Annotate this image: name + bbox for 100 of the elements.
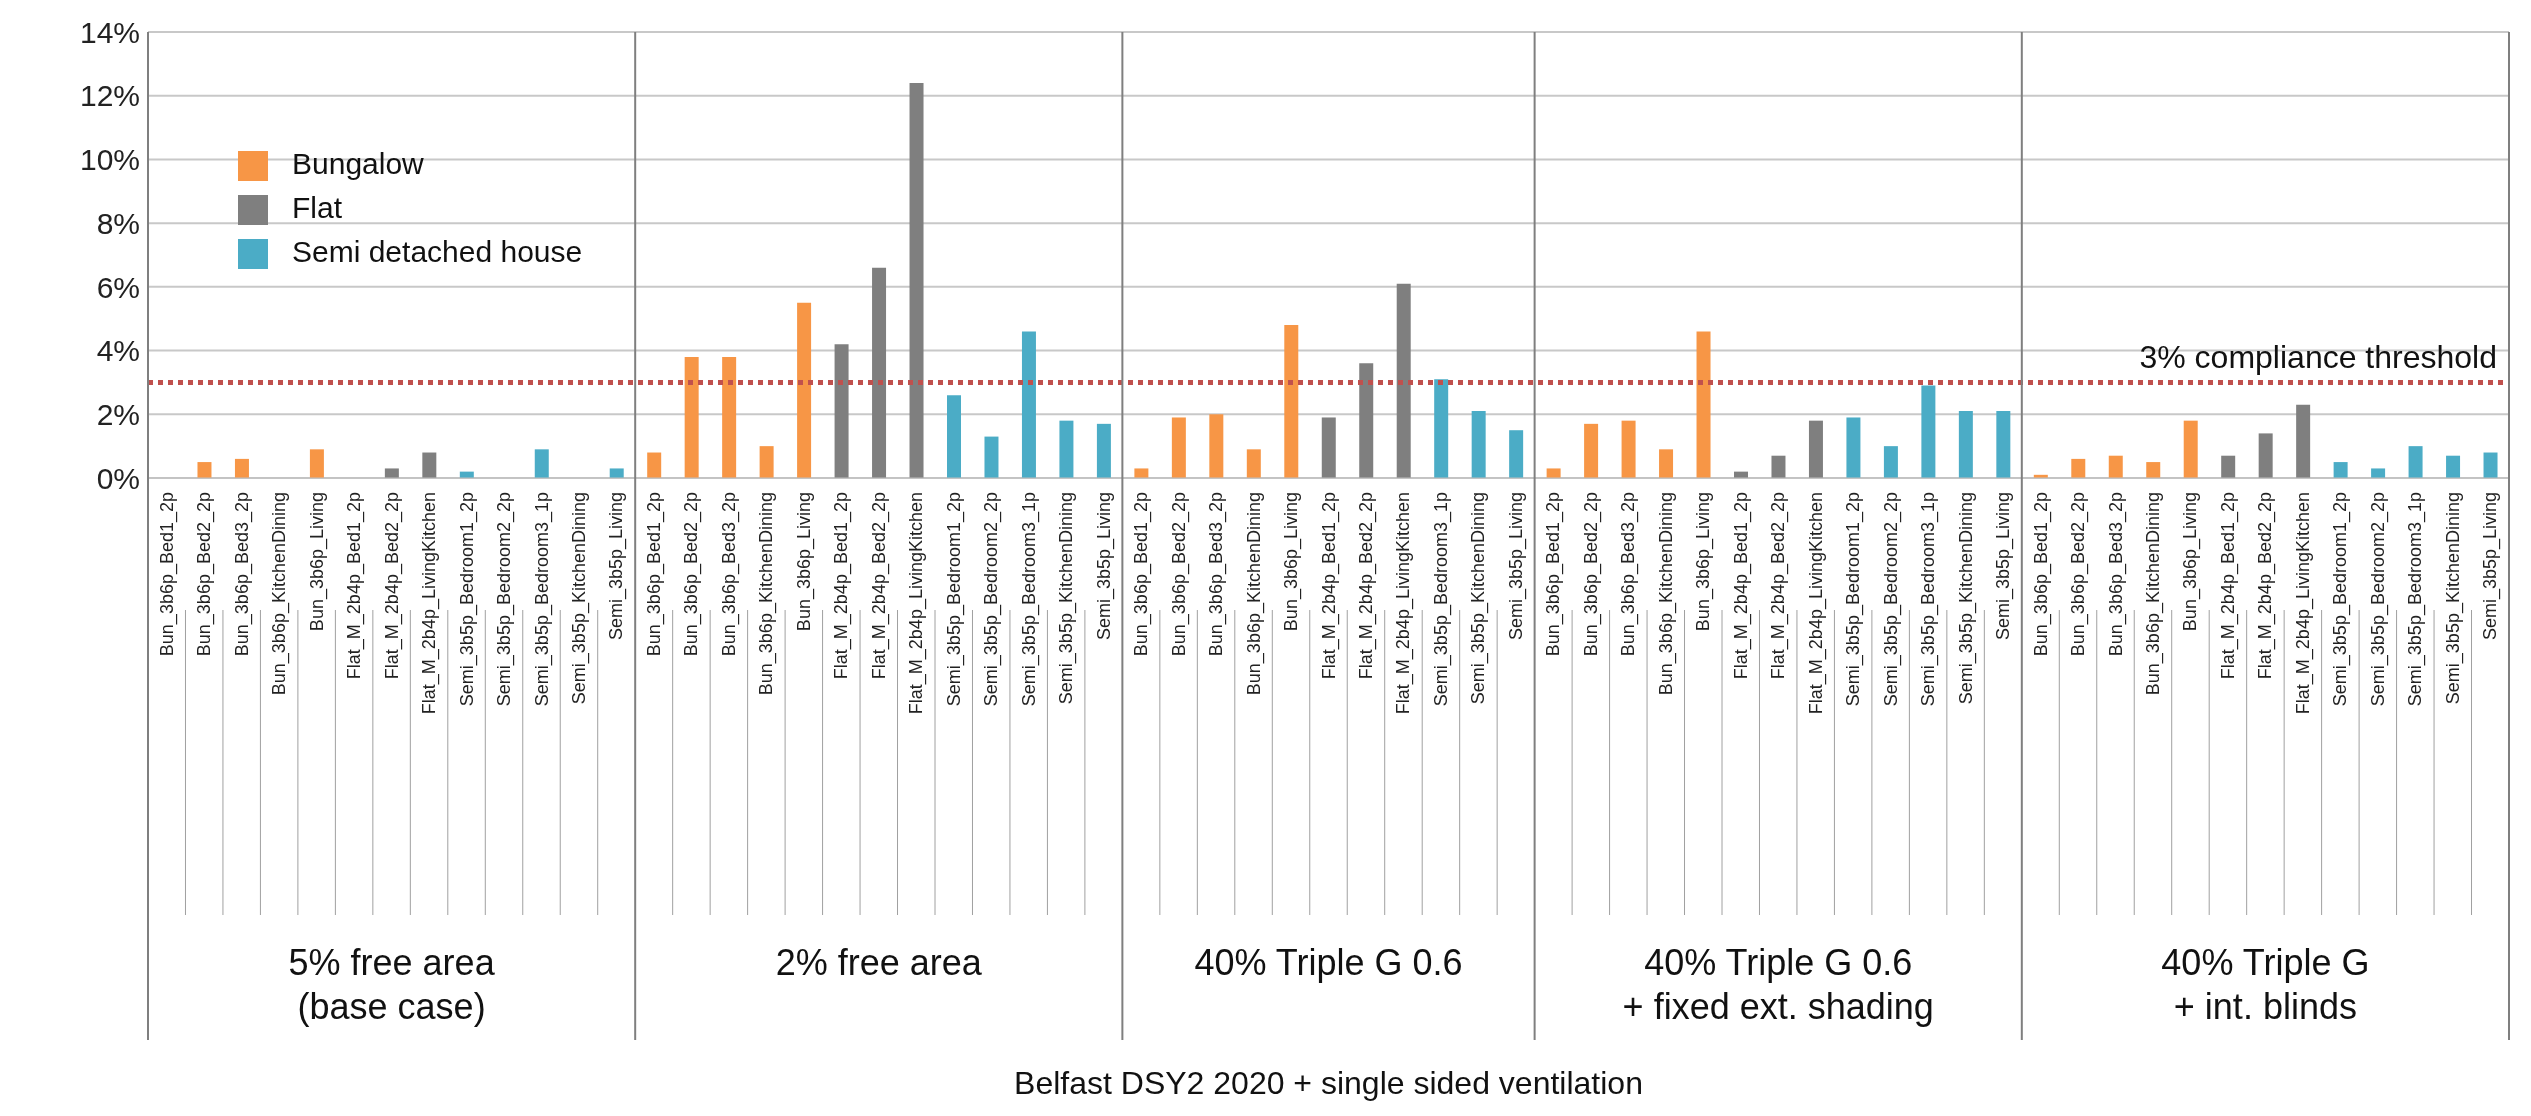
x-tick-label: Semi_3b5p_KitchenDining — [1056, 492, 1078, 705]
bar — [1471, 411, 1486, 478]
bar — [2483, 452, 2498, 478]
x-tick-label: Semi_3b5p_Bedroom3_1p — [2405, 492, 2427, 707]
bar — [309, 449, 324, 478]
bar — [984, 436, 999, 478]
x-tick-label: Semi_3b5p_Living — [2480, 492, 2502, 641]
text: Belfast DSY2 2020 + single sided ventilation — [1014, 1065, 1643, 1101]
y-tick-label: 2% — [96, 397, 140, 431]
bar — [1059, 420, 1074, 478]
x-tick-label: Flat_M_2b4p_Bed2_2p — [1355, 492, 1377, 680]
x-tick-label: Bun_3b6p_Living — [1281, 492, 1303, 632]
x-tick-label: Semi_3b5p_Bedroom3_1p — [1918, 492, 1940, 707]
x-tick-label: Bun_3b6p_Bed1_2p — [2030, 492, 2052, 657]
bar — [909, 82, 924, 478]
x-tick-label: Flat_M_2b4p_Bed2_2p — [1768, 492, 1790, 680]
bar — [197, 462, 212, 478]
bar — [1846, 417, 1861, 478]
x-tick-label: Semi_3b5p_Living — [1093, 492, 1115, 641]
x-tick-label: Bun_3b6p_Bed3_2p — [231, 492, 253, 657]
x-tick-label: Flat_M_2b4p_LivingKitchen — [906, 492, 928, 715]
bar — [1171, 417, 1186, 478]
x-tick-label: Bun_3b6p_Bed1_2p — [156, 492, 178, 657]
bar — [2258, 433, 2273, 478]
bar — [684, 356, 699, 478]
bar — [422, 452, 437, 478]
x-tick-label: Flat_M_2b4p_Bed1_2p — [2217, 492, 2239, 680]
bar — [534, 449, 549, 478]
x-tick-label: Semi_3b5p_Bedroom3_1p — [1018, 492, 1040, 707]
bar — [1021, 331, 1036, 478]
bar — [647, 452, 662, 478]
bar — [1434, 379, 1449, 478]
x-tick-label: Flat_M_2b4p_LivingKitchen — [419, 492, 441, 715]
bar — [1359, 363, 1374, 478]
bar — [2221, 455, 2236, 478]
x-tick-label: Semi_3b5p_Bedroom2_2p — [981, 492, 1003, 707]
bar — [1659, 449, 1674, 478]
x-tick-label: Bun_3b6p_Living — [1693, 492, 1715, 632]
y-tick-label: 8% — [96, 206, 140, 240]
x-tick-label: Flat_M_2b4p_Bed1_2p — [344, 492, 366, 680]
y-tick-label: 6% — [96, 270, 140, 304]
x-tick-label: Semi_3b5p_Bedroom2_2p — [2367, 492, 2389, 707]
x-tick-label: Flat_M_2b4p_LivingKitchen — [2292, 492, 2314, 715]
bar — [1921, 385, 1936, 478]
bar — [1808, 420, 1823, 478]
x-tick-label: Semi_3b5p_Living — [1505, 492, 1527, 641]
y-tick-label: 12% — [79, 79, 140, 113]
legend-label: Semi detached house — [292, 235, 583, 268]
bar — [722, 356, 737, 478]
bar — [609, 468, 624, 478]
bar — [2296, 404, 2311, 478]
x-tick-label: Bun_3b6p_Living — [793, 492, 815, 632]
bar — [234, 458, 249, 478]
bar — [1509, 430, 1524, 478]
bar — [2146, 462, 2161, 478]
bar — [1996, 411, 2011, 478]
x-tick-label: Bun_3b6p_KitchenDining — [1655, 492, 1677, 696]
bar — [1771, 455, 1786, 478]
x-tick-label: Flat_M_2b4p_Bed1_2p — [831, 492, 853, 680]
bar — [1096, 423, 1111, 478]
x-tick-label: Flat_M_2b4p_Bed1_2p — [1730, 492, 1752, 680]
x-tick-label: Bun_3b6p_KitchenDining — [1243, 492, 1265, 696]
bar — [2333, 462, 2348, 478]
bar — [2446, 455, 2461, 478]
x-tick-label: Flat_M_2b4p_Bed2_2p — [2255, 492, 2277, 680]
x-tick-label: Semi_3b5p_Bedroom1_2p — [456, 492, 478, 707]
x-tick-label: Bun_3b6p_Bed2_2p — [2068, 492, 2090, 657]
y-tick-label: 4% — [96, 334, 140, 368]
x-tick-label: Bun_3b6p_Bed2_2p — [1168, 492, 1190, 657]
bar — [759, 446, 774, 478]
legend-label: Bungalow — [292, 147, 424, 180]
text: 5% free area (base case) — [288, 942, 496, 1027]
x-tick-label: Flat_M_2b4p_LivingKitchen — [1393, 492, 1415, 715]
bar — [1958, 411, 1973, 478]
x-tick-label: Semi_3b5p_Bedroom3_1p — [1430, 492, 1452, 707]
x-tick-label: Semi_3b5p_Bedroom1_2p — [943, 492, 965, 707]
x-tick-label: Semi_3b5p_Bedroom1_2p — [2330, 492, 2352, 707]
bar — [1246, 449, 1261, 478]
bar — [1621, 420, 1636, 478]
text: 40% Triple G 0.6 — [1194, 942, 1463, 983]
text: 2% free area — [775, 942, 983, 983]
x-tick-label: Bun_3b6p_KitchenDining — [269, 492, 291, 696]
text: 40% Triple G 0.6 + fixed ext. shading — [1622, 942, 1934, 1027]
x-tick-label: Bun_3b6p_Bed1_2p — [1131, 492, 1153, 657]
x-tick-label: Semi_3b5p_Bedroom2_2p — [494, 492, 516, 707]
x-tick-label: Bun_3b6p_Bed1_2p — [1543, 492, 1565, 657]
x-tick-label: Semi_3b5p_Bedroom2_2p — [1880, 492, 1902, 707]
y-tick-label: 10% — [79, 143, 140, 177]
bar — [2371, 468, 2386, 478]
x-tick-label: Flat_M_2b4p_Bed2_2p — [381, 492, 403, 680]
bar — [1546, 468, 1561, 478]
x-tick-label: Bun_3b6p_Bed3_2p — [1206, 492, 1228, 657]
bar — [2408, 446, 2423, 478]
bar — [1883, 446, 1898, 478]
text: 40% Triple G + int. blinds — [2161, 942, 2370, 1027]
x-tick-label: Bun_3b6p_KitchenDining — [2142, 492, 2164, 696]
x-tick-label: Bun_3b6p_Bed3_2p — [2105, 492, 2127, 657]
bar — [2108, 455, 2123, 478]
legend-label: Flat — [292, 191, 343, 224]
x-tick-label: Semi_3b5p_KitchenDining — [2442, 492, 2464, 705]
